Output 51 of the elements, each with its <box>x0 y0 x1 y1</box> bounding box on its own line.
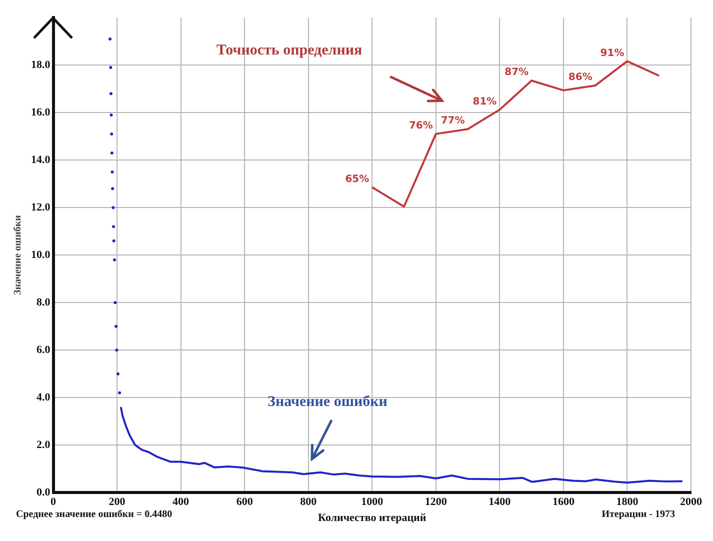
annotation: Значение ошибки <box>268 394 388 410</box>
x-tick-label: 1200 <box>424 496 448 508</box>
x-tick-label: 200 <box>108 496 126 508</box>
x-tick-label: 1800 <box>616 496 639 508</box>
text: Среднее значение ошибки = 0.4480 <box>16 509 172 520</box>
y-axis-title: Значение ошибки <box>12 214 24 296</box>
point <box>112 239 116 242</box>
data-label: 86% <box>568 72 592 84</box>
x-tick-label: 800 <box>300 496 318 508</box>
y-tick-label: 8.0 <box>36 296 51 308</box>
point <box>110 170 114 174</box>
data-label: 81% <box>472 96 497 108</box>
y-tick-label: 6.0 <box>36 344 51 356</box>
x-tick-label: 1400 <box>488 496 512 508</box>
x-tick-label: 0 <box>50 496 56 508</box>
point <box>116 372 120 376</box>
x-tick-label: 1600 <box>552 496 575 508</box>
x-tick-label: 1000 <box>361 496 384 508</box>
x-tick-label: 2000 <box>680 496 702 508</box>
point <box>114 301 117 304</box>
y-tick-label: 0.0 <box>36 486 51 498</box>
data-label: 65% <box>345 174 370 185</box>
point <box>110 113 113 116</box>
point <box>114 324 118 328</box>
point <box>108 37 112 40</box>
point <box>110 132 114 136</box>
x-axis-title: Количество итераций <box>318 512 427 524</box>
point <box>112 206 115 210</box>
point <box>115 348 118 352</box>
x-tick-label: 400 <box>172 496 190 508</box>
annotation: Точность определния <box>216 42 362 59</box>
y-tick-label: 14.0 <box>31 154 51 166</box>
point <box>112 258 116 262</box>
x-tick-label: 600 <box>236 496 254 508</box>
point <box>110 151 114 154</box>
point <box>109 66 112 69</box>
point <box>111 187 114 190</box>
y-tick-label: 2.0 <box>36 438 51 451</box>
point <box>118 391 122 394</box>
data-label: 77% <box>440 116 465 127</box>
text: Итерации - 1973 <box>602 509 675 520</box>
y-tick-label: 16.0 <box>31 106 51 118</box>
point <box>112 225 116 228</box>
y-tick-label: 4.0 <box>36 391 51 404</box>
y-tick-label: 12.0 <box>31 201 51 214</box>
data-label: 87% <box>504 67 529 78</box>
y-tick-label: 18.0 <box>31 58 51 71</box>
data-label: 91% <box>600 48 624 59</box>
y-tick-label: 10.0 <box>31 248 51 261</box>
data-label: 76% <box>408 120 433 132</box>
point <box>109 92 112 96</box>
